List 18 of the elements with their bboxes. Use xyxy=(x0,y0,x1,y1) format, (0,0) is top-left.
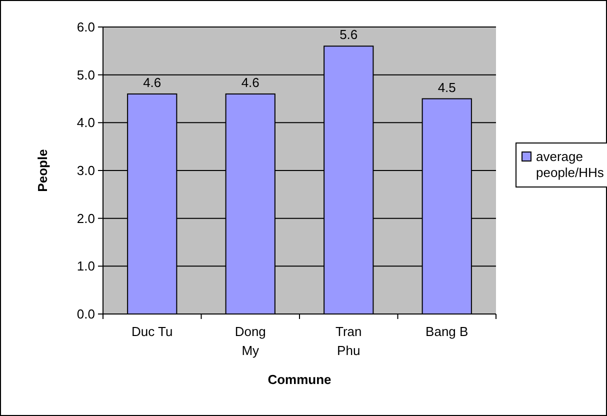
y-tick-label: 0.0 xyxy=(76,306,95,322)
data-label: 4.5 xyxy=(438,80,456,95)
x-tick-label: Bang B xyxy=(426,324,468,339)
y-tick-label: 3.0 xyxy=(76,163,95,178)
x-tick-label: Dong My xyxy=(234,324,266,358)
x-axis-title: Commune xyxy=(268,372,332,387)
y-tick-label: 4.0 xyxy=(76,115,95,130)
x-tick-label: Tran Phu xyxy=(336,324,362,358)
y-axis-title: People xyxy=(35,149,50,192)
y-tick-label: 6.0 xyxy=(76,20,95,35)
y-tick-label: 5.0 xyxy=(76,67,95,82)
data-label: 4.6 xyxy=(143,74,162,90)
y-tick-label: 2.0 xyxy=(76,210,95,226)
legend-label: average people/HHs xyxy=(536,149,604,180)
data-label: 4.6 xyxy=(241,74,260,90)
y-tick-label: 1.0 xyxy=(76,258,95,274)
data-label: 5.6 xyxy=(340,27,358,42)
x-tick-label: Duc Tu xyxy=(132,324,173,339)
